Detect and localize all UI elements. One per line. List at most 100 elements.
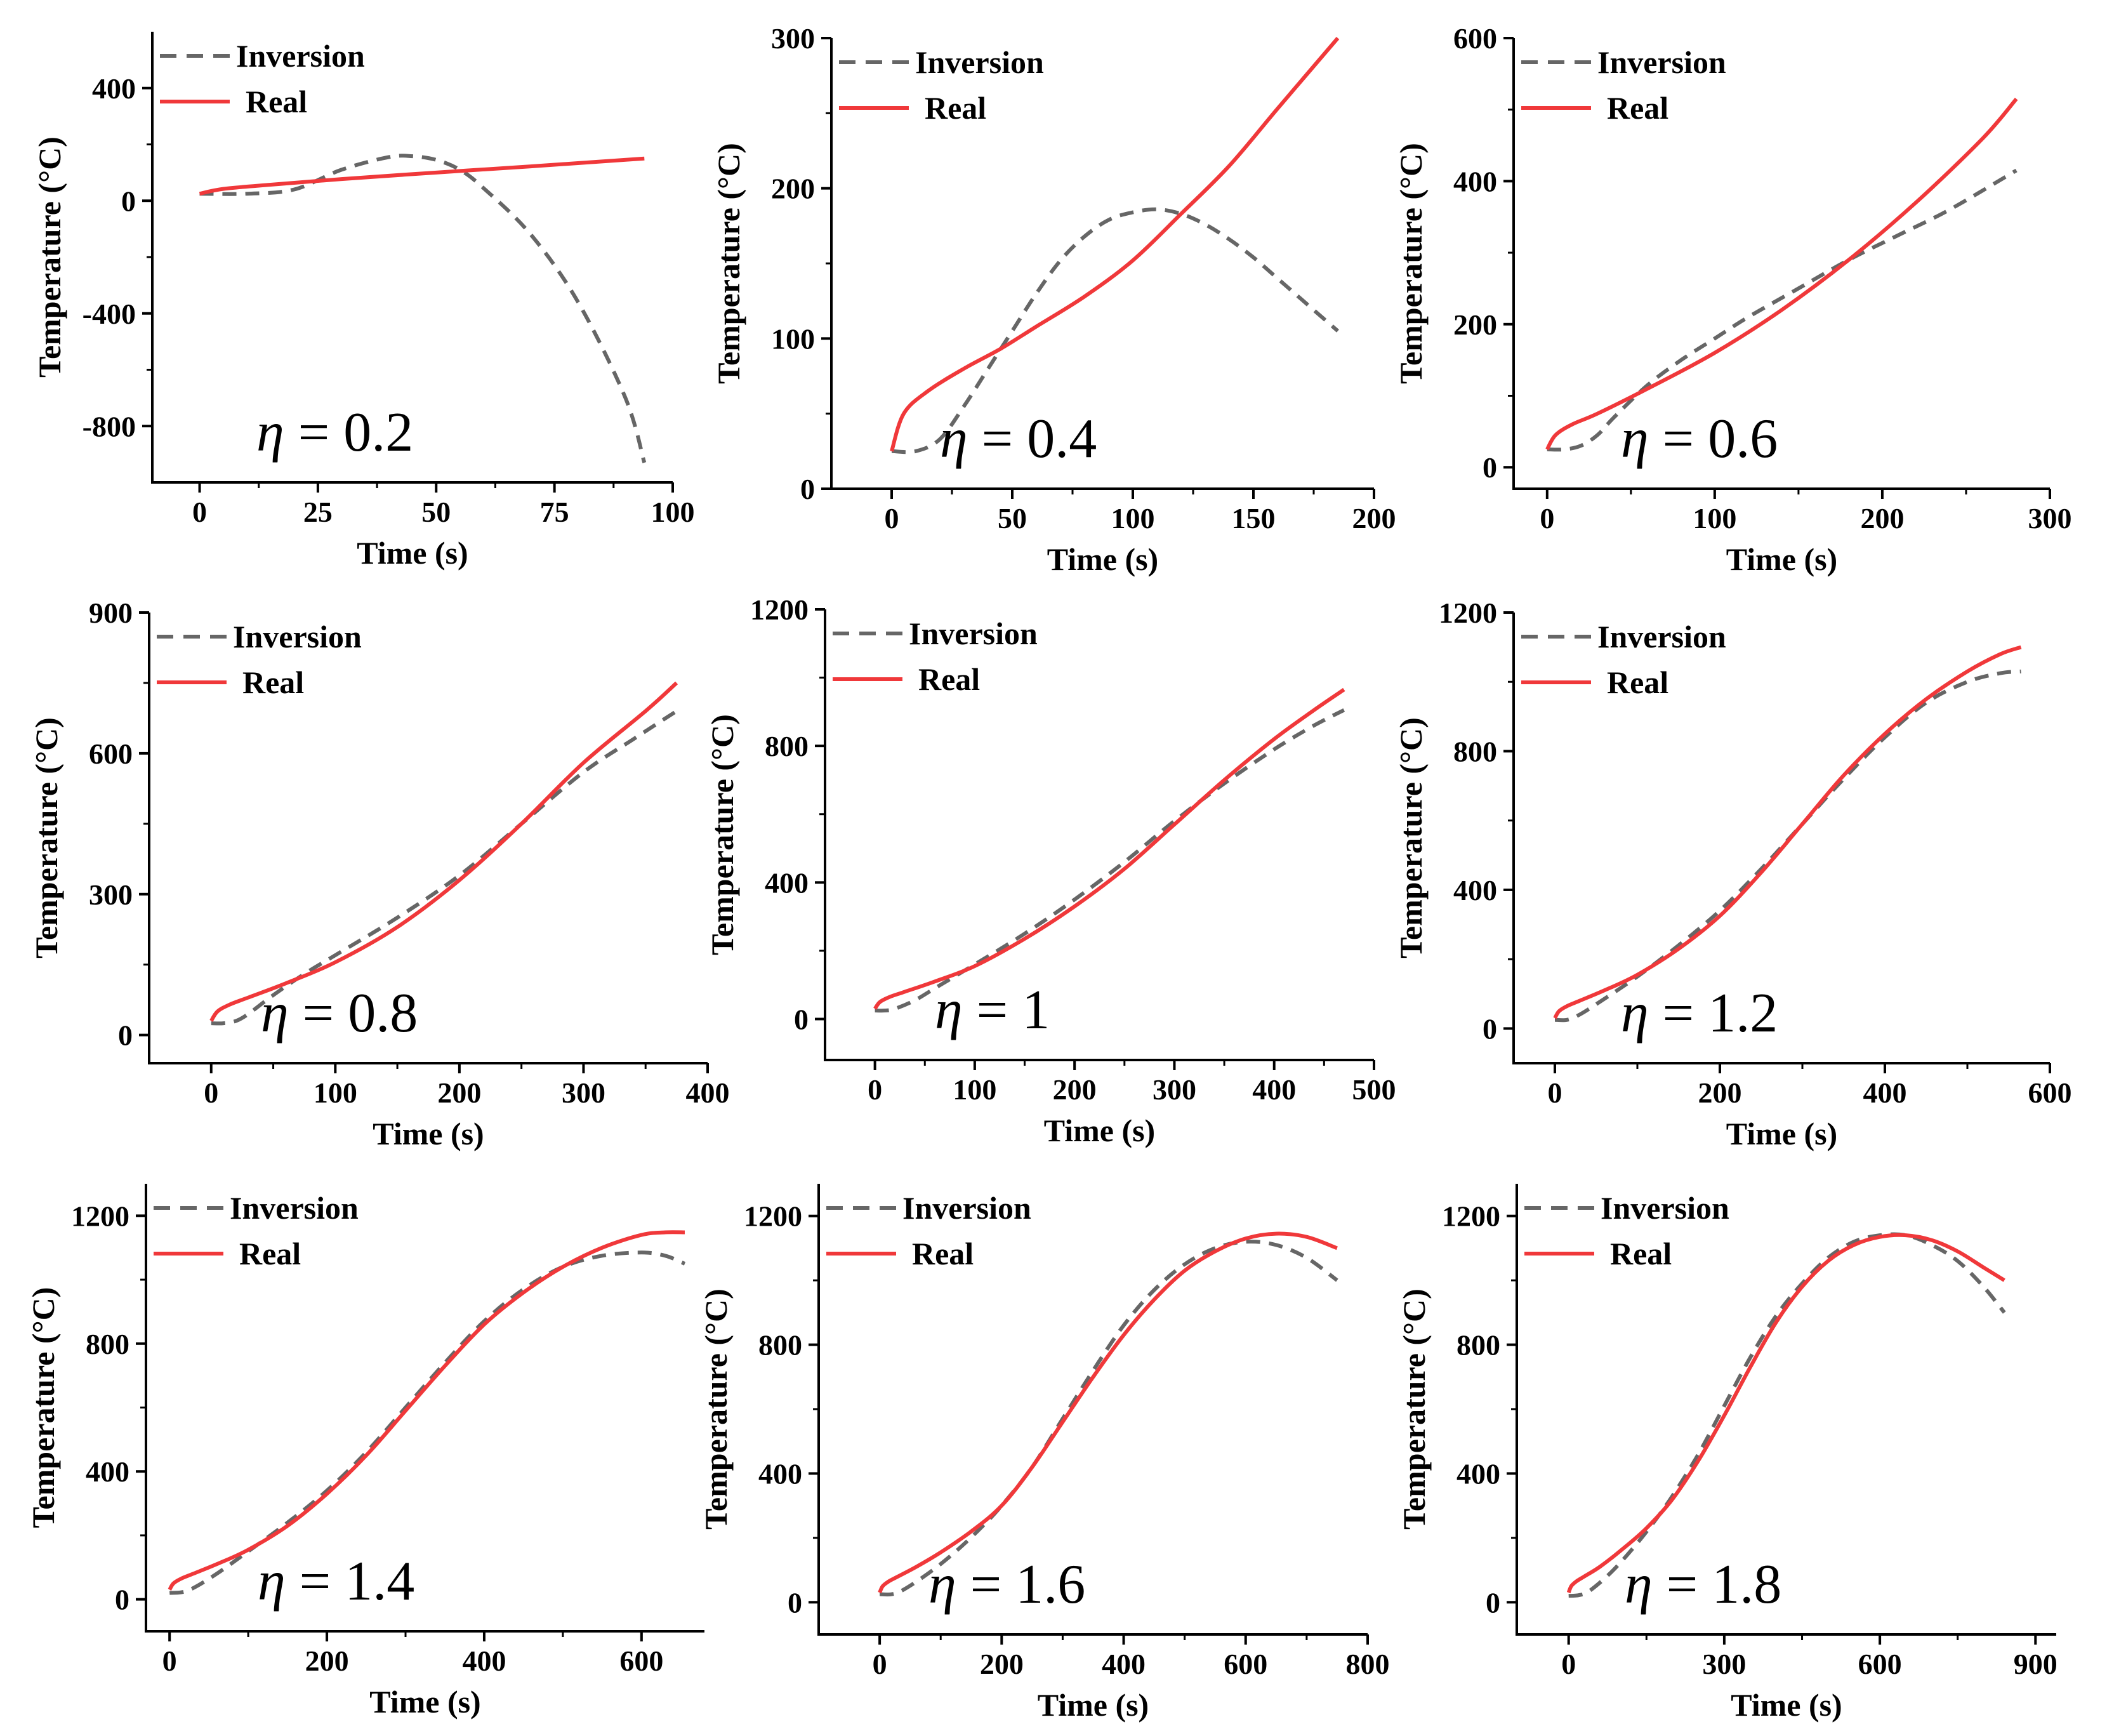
- x-tick-label: 900: [2014, 1648, 2057, 1680]
- x-tick-label: 400: [1102, 1648, 1146, 1680]
- y-tick-label: 800: [1456, 1329, 1500, 1362]
- legend-label-inversion: Inversion: [902, 1190, 1031, 1226]
- x-tick-label: 600: [2028, 1077, 2072, 1109]
- series-line-real: [1566, 1233, 2005, 1594]
- chart-panel-eta-1.8: 0 300 600 900 0 400 800 1200 Time (s) Temperature…: [1396, 1184, 2057, 1723]
- y-axis-label: Temperature (°C): [698, 1289, 734, 1530]
- eta-symbol: η: [258, 1551, 286, 1612]
- eta-symbol: η: [935, 979, 963, 1041]
- series-line-real: [890, 37, 1340, 452]
- eta-value: = 0.8: [289, 983, 418, 1044]
- chart-panel-eta-1.2: 0 200 400 600 0 400 800 1200 Time (s) Temperature…: [1393, 597, 2072, 1151]
- eta-symbol: η: [1625, 1554, 1653, 1615]
- x-tick-label: 100: [1111, 502, 1155, 534]
- y-tick-label: 900: [89, 597, 133, 629]
- y-axis-label: Temperature (°C): [32, 136, 67, 378]
- x-axis-label: Time (s): [357, 535, 468, 571]
- y-tick-label: 200: [1453, 308, 1497, 341]
- x-tick-label: 500: [1352, 1073, 1396, 1106]
- legend-label-inversion: Inversion: [915, 44, 1044, 80]
- y-tick-label: 800: [1453, 735, 1497, 767]
- legend-label-inversion: Inversion: [1597, 44, 1726, 80]
- x-tick-label: 0: [1561, 1648, 1576, 1680]
- y-axis-label: Temperature (°C): [704, 714, 740, 955]
- x-tick-label: 0: [868, 1073, 882, 1106]
- eta-symbol: η: [940, 408, 968, 470]
- x-tick-label: 400: [1863, 1077, 1907, 1109]
- y-tick-label: 0: [800, 473, 815, 505]
- y-tick-label: 400: [758, 1457, 802, 1490]
- x-tick-label: 200: [1053, 1073, 1097, 1106]
- y-axis-label: Temperature (°C): [1393, 143, 1429, 384]
- x-tick-label: 600: [1224, 1648, 1267, 1680]
- legend-label-real: Real: [1607, 665, 1668, 700]
- eta-value: = 1.6: [956, 1554, 1086, 1615]
- y-tick-label: 600: [1453, 22, 1497, 55]
- y-axis-label: Temperature (°C): [1396, 1289, 1432, 1530]
- x-tick-label: 150: [1232, 502, 1276, 534]
- x-tick-label: 0: [873, 1648, 887, 1680]
- x-tick-label: 0: [885, 502, 899, 534]
- chart-panel-eta-1.6: 0 200 400 600 800 0 400 800 1200 Time (s) Temperat…: [698, 1184, 1390, 1723]
- x-tick-label: 25: [303, 496, 333, 528]
- eta-value: = 0.4: [968, 408, 1097, 470]
- x-tick-label: 75: [540, 496, 569, 528]
- x-tick-label: 0: [192, 496, 207, 528]
- series-line-real: [878, 1231, 1338, 1594]
- y-tick-label: 300: [89, 878, 133, 911]
- legend-label-real: Real: [918, 661, 980, 697]
- chart-panel-eta-1: 0 100 200 300 400 500 0 400 800 1200 Time (s) Tempe…: [704, 593, 1396, 1148]
- y-axis-label: Temperature (°C): [25, 1287, 61, 1528]
- chart-panel-eta-0.6: 0 100 200 300 0 200 400 600 Time (s) Temperature …: [1393, 22, 2072, 577]
- eta-symbol: η: [1621, 408, 1649, 470]
- eta-annotation: η = 1.8: [1625, 1554, 1781, 1615]
- legend-label-inversion: Inversion: [1601, 1190, 1729, 1226]
- legend-label-real: Real: [242, 665, 304, 700]
- x-axis-label: Time (s): [1044, 1113, 1155, 1148]
- series-line-inversion: [1554, 669, 2021, 1023]
- y-tick-label: 0: [115, 1584, 129, 1616]
- x-tick-label: 300: [1153, 1073, 1196, 1106]
- y-axis-label: Temperature (°C): [1393, 717, 1429, 958]
- eta-annotation: η = 0.8: [261, 983, 418, 1044]
- x-axis-label: Time (s): [369, 1684, 480, 1719]
- y-tick-label: 400: [92, 72, 136, 105]
- x-tick-label: 100: [1693, 502, 1736, 534]
- x-tick-label: 100: [651, 496, 695, 528]
- series-line-inversion: [1547, 168, 2018, 452]
- y-axis-label: Temperature (°C): [29, 717, 64, 958]
- y-tick-label: 0: [118, 1019, 133, 1052]
- eta-annotation: η = 0.2: [256, 402, 413, 463]
- y-axis-label: Temperature (°C): [711, 143, 746, 384]
- x-axis-label: Time (s): [1726, 541, 1837, 577]
- legend-label-inversion: Inversion: [236, 38, 365, 74]
- eta-annotation: η = 1: [935, 979, 1050, 1041]
- series-line-real: [1545, 97, 2018, 451]
- series-line-inversion: [199, 154, 647, 463]
- series-line-inversion: [875, 708, 1345, 1013]
- series-line-inversion: [880, 1240, 1338, 1597]
- eta-annotation: η = 1.4: [258, 1551, 414, 1612]
- legend-label-real: Real: [239, 1236, 301, 1271]
- y-tick-label: 400: [1453, 874, 1497, 906]
- x-tick-label: 300: [2028, 502, 2072, 534]
- x-tick-label: 600: [1858, 1648, 1902, 1680]
- legend-label-inversion: Inversion: [909, 616, 1038, 651]
- y-tick-label: 1200: [744, 1200, 802, 1233]
- legend-label-inversion: Inversion: [230, 1190, 359, 1226]
- x-axis-label: Time (s): [1731, 1687, 1842, 1723]
- series-line-real: [209, 681, 678, 1023]
- x-tick-label: 300: [1702, 1648, 1746, 1680]
- y-tick-label: 1200: [1439, 597, 1497, 629]
- series-line-real: [168, 1230, 685, 1591]
- legend-label-inversion: Inversion: [233, 619, 362, 654]
- x-tick-label: 200: [1860, 502, 1904, 534]
- legend-label-real: Real: [925, 90, 986, 126]
- eta-value: = 1.2: [1649, 983, 1778, 1044]
- eta-value: = 1: [963, 979, 1050, 1041]
- series-line-inversion: [891, 207, 1339, 454]
- chart-panel-eta-0.2: 0 25 50 75 100 -800 -400 0 400 Time (s) Temperatur…: [32, 32, 695, 571]
- eta-symbol: η: [928, 1554, 956, 1615]
- eta-symbol: η: [256, 402, 284, 463]
- y-tick-label: 600: [89, 738, 133, 770]
